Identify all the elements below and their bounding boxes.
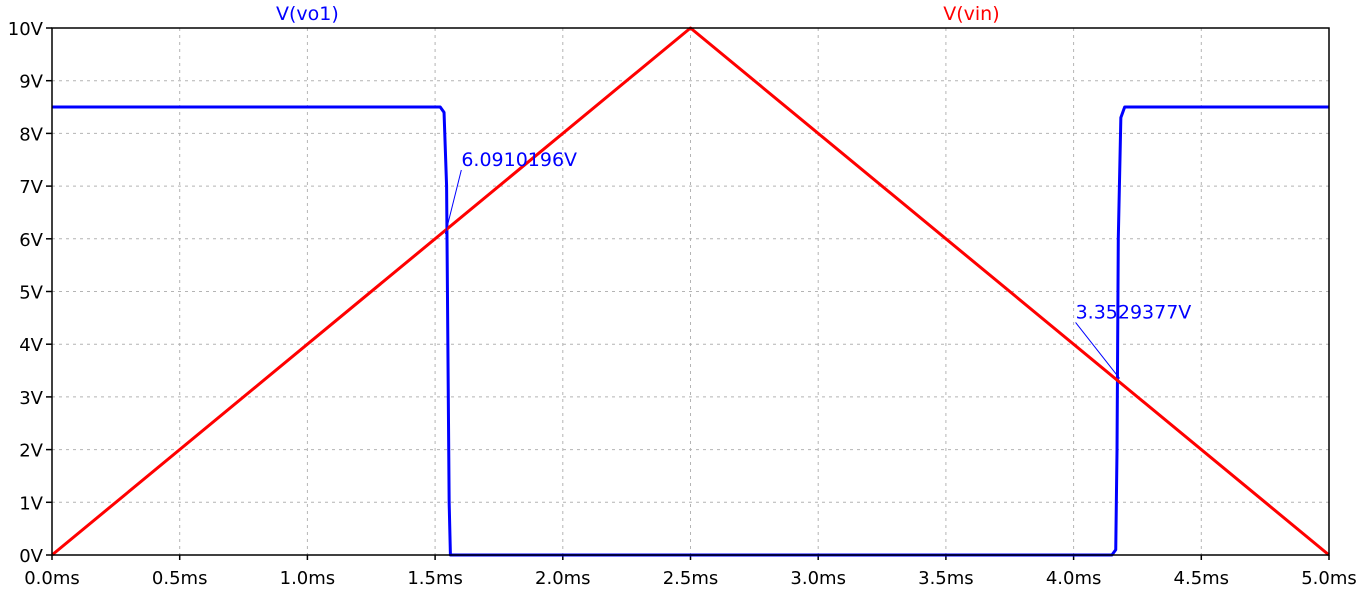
x-tick-label: 2.5ms — [663, 568, 719, 589]
x-tick-label: 4.0ms — [1046, 568, 1102, 589]
y-tick-label: 4V — [19, 335, 43, 356]
y-tick-label: 9V — [19, 72, 43, 93]
x-tick-label: 3.0ms — [790, 568, 846, 589]
x-tick-label: 4.5ms — [1174, 568, 1230, 589]
x-tick-label: 2.0ms — [535, 568, 591, 589]
x-tick-label: 1.0ms — [280, 568, 336, 589]
y-tick-label: 5V — [19, 283, 43, 304]
y-tick-label: 7V — [19, 177, 43, 198]
x-tick-label: 5.0ms — [1301, 568, 1357, 589]
x-tick-label: 0.5ms — [152, 568, 208, 589]
x-tick-label: 1.5ms — [407, 568, 463, 589]
y-tick-label: 10V — [8, 19, 44, 40]
y-tick-label: 0V — [19, 546, 43, 567]
trace-label-v-vin: V(vin) — [943, 3, 999, 25]
y-tick-label: 1V — [19, 493, 43, 514]
y-tick-label: 8V — [19, 124, 43, 145]
y-tick-label: 3V — [19, 388, 43, 409]
trace-label-v-vo1: V(vo1) — [276, 3, 339, 25]
x-tick-label: 3.5ms — [918, 568, 974, 589]
annotation-label: 3.3529377V — [1076, 301, 1192, 323]
x-tick-label: 0.0ms — [24, 568, 80, 589]
y-tick-label: 2V — [19, 441, 43, 462]
annotation-label: 6.0910196V — [461, 149, 577, 171]
y-tick-label: 6V — [19, 230, 43, 251]
